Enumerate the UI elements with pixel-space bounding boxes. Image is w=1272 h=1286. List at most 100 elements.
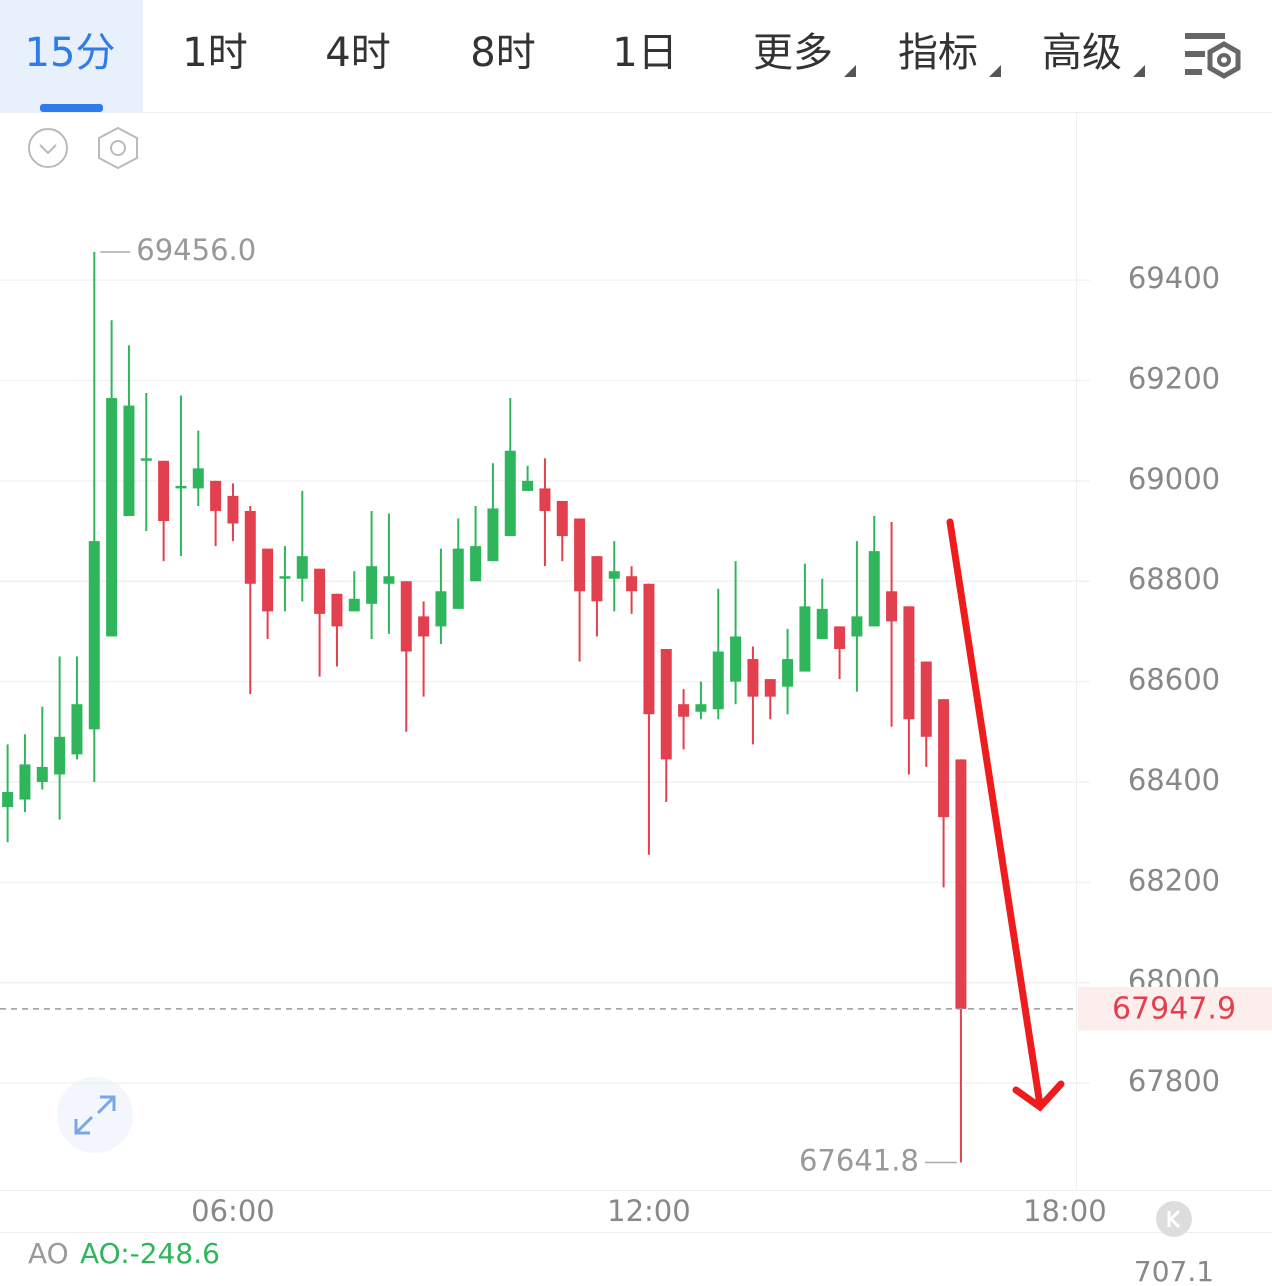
tab[interactable]: 8时 bbox=[470, 30, 535, 76]
tab[interactable]: 1日 bbox=[612, 30, 677, 76]
tab[interactable]: 4时 bbox=[325, 30, 390, 76]
tab[interactable]: 高级 bbox=[1042, 30, 1122, 76]
candle-body bbox=[348, 598, 360, 612]
y-tick-label: 68400 bbox=[1128, 763, 1220, 797]
extreme-label: 69456.0 bbox=[136, 233, 256, 267]
candle-body bbox=[123, 405, 135, 516]
candle-body bbox=[851, 616, 863, 637]
candle-body bbox=[400, 581, 412, 652]
expand-button[interactable] bbox=[57, 1077, 133, 1153]
settings-icon[interactable] bbox=[1185, 33, 1241, 79]
candle-body bbox=[314, 568, 326, 614]
candle-body bbox=[383, 576, 395, 584]
settings-hex[interactable] bbox=[98, 126, 138, 170]
scroll-latest-button[interactable] bbox=[1156, 1201, 1192, 1237]
dropdown-marker bbox=[1133, 65, 1145, 77]
y-tick-label: 69200 bbox=[1128, 361, 1220, 395]
candle-body bbox=[262, 548, 274, 612]
x-tick-label: 06:00 bbox=[191, 1194, 275, 1228]
candle-body bbox=[19, 764, 31, 800]
indicator-value: AO:-248.6 bbox=[80, 1237, 220, 1270]
candle-body bbox=[296, 556, 308, 579]
candle-body bbox=[556, 500, 568, 537]
candle-body bbox=[54, 736, 66, 775]
indicator-name: AO bbox=[28, 1237, 69, 1270]
settings-hex-dot bbox=[110, 140, 126, 156]
candle-body bbox=[470, 546, 482, 582]
candle-body bbox=[435, 591, 447, 627]
y-tick-label: 68800 bbox=[1128, 562, 1220, 596]
candle-body bbox=[158, 460, 170, 522]
candle-body bbox=[106, 398, 118, 637]
candle-body bbox=[678, 704, 690, 717]
candle-body bbox=[574, 518, 586, 592]
tab[interactable]: 指标 bbox=[898, 30, 978, 76]
candle-body bbox=[2, 792, 14, 808]
y-tick-label: 67800 bbox=[1128, 1064, 1220, 1098]
extreme-label: 67641.8 bbox=[799, 1143, 919, 1177]
dropdown-marker bbox=[844, 65, 856, 77]
candle-body bbox=[36, 766, 48, 782]
candle-body bbox=[764, 679, 776, 697]
candle-body bbox=[834, 626, 846, 649]
current-price-label: 67947.9 bbox=[1112, 991, 1236, 1026]
dropdown-marker bbox=[989, 65, 1001, 77]
candle-body bbox=[504, 450, 516, 537]
scroll-latest-icon bbox=[1167, 1209, 1181, 1229]
candle-body bbox=[487, 508, 499, 562]
collapse-chevron bbox=[39, 144, 57, 155]
candle-body bbox=[331, 593, 343, 627]
tab[interactable]: 更多 bbox=[753, 30, 833, 76]
dropdown-markers bbox=[844, 65, 1145, 77]
y-tick-label: 68200 bbox=[1128, 863, 1220, 897]
candle-body bbox=[210, 480, 222, 511]
candle-body bbox=[816, 608, 828, 639]
arrow-shaft bbox=[946, 518, 1044, 1109]
candle-body bbox=[782, 659, 794, 687]
candle-body bbox=[591, 556, 603, 602]
tab[interactable]: 15分 bbox=[25, 30, 116, 76]
candle-body bbox=[799, 606, 811, 672]
candle-body bbox=[452, 548, 464, 609]
candle-body bbox=[730, 636, 742, 682]
current-price-box bbox=[1078, 986, 1272, 1031]
y-tick-label: 69400 bbox=[1128, 261, 1220, 295]
active-tab-bg bbox=[0, 0, 143, 112]
candle-body bbox=[71, 704, 83, 755]
candle-body bbox=[522, 480, 534, 491]
x-tick-label: 18:00 bbox=[1023, 1194, 1107, 1228]
candle-body bbox=[244, 510, 256, 584]
y-tick-label: 69000 bbox=[1128, 462, 1220, 496]
candle-body bbox=[539, 488, 551, 511]
x-tick-label: 12:00 bbox=[607, 1194, 691, 1228]
candle-body bbox=[747, 659, 759, 697]
candle-body bbox=[88, 541, 100, 730]
candle-body bbox=[192, 468, 204, 489]
active-tab-underline bbox=[40, 104, 103, 112]
candle-body bbox=[903, 606, 915, 720]
candle-body bbox=[695, 704, 707, 712]
candle-body bbox=[366, 566, 378, 604]
candle-body bbox=[938, 699, 950, 818]
candle-body bbox=[886, 591, 898, 622]
candle-body bbox=[955, 759, 967, 1009]
trend-arrow bbox=[946, 518, 1065, 1112]
arrow-head bbox=[1012, 1080, 1065, 1112]
expand-icon bbox=[74, 1095, 116, 1135]
indicator-axis-label: 707.1 bbox=[1134, 1255, 1214, 1286]
candle-body bbox=[279, 576, 291, 579]
candle-body bbox=[660, 648, 672, 760]
candle-body bbox=[643, 583, 655, 715]
y-tick-label: 68600 bbox=[1128, 663, 1220, 697]
candle-body bbox=[175, 485, 187, 489]
collapse-icon[interactable] bbox=[28, 128, 68, 168]
candle-body bbox=[227, 495, 239, 524]
candle-body bbox=[626, 576, 638, 592]
candle-body bbox=[712, 651, 724, 710]
candle-body bbox=[920, 661, 932, 737]
candle-body bbox=[868, 551, 880, 627]
tab[interactable]: 1时 bbox=[182, 30, 247, 76]
candle-body bbox=[140, 458, 152, 461]
